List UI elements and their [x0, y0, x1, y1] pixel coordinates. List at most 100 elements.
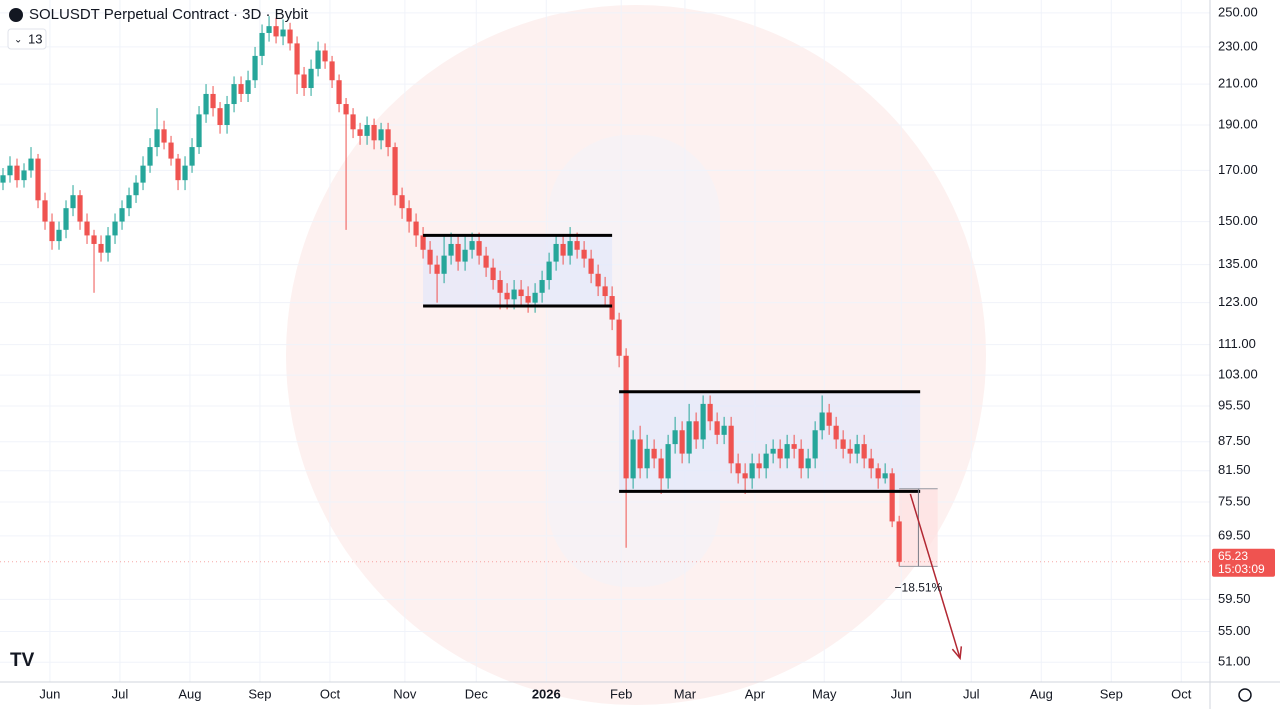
- candle-body: [28, 158, 34, 171]
- candle-body: [308, 68, 314, 89]
- candle-body: [532, 292, 538, 303]
- candle-body: [651, 448, 657, 459]
- y-tick-label: 95.50: [1218, 397, 1251, 412]
- candle-body: [98, 243, 104, 253]
- candle-body: [637, 439, 643, 469]
- candle-body: [882, 473, 888, 479]
- candle-body: [84, 221, 90, 236]
- candle-body: [812, 430, 818, 459]
- candle-body: [833, 425, 839, 440]
- candle-body: [273, 26, 279, 37]
- y-tick-label: 59.50: [1218, 591, 1251, 606]
- x-tick-label: Feb: [610, 686, 632, 701]
- candle-body: [805, 458, 811, 469]
- candle-body: [504, 292, 510, 300]
- candle-body: [896, 521, 902, 562]
- y-tick-label: 55.00: [1218, 623, 1251, 638]
- candle-body: [434, 264, 440, 274]
- range-box: [423, 235, 613, 306]
- candle-body: [693, 421, 699, 440]
- candle-body: [413, 221, 419, 236]
- candle-body: [231, 84, 237, 105]
- x-tick-label: Apr: [745, 686, 766, 701]
- candle-body: [70, 195, 76, 209]
- candle-body: [224, 104, 230, 125]
- candle-body: [385, 129, 391, 148]
- candle-body: [315, 50, 321, 69]
- candle-body: [140, 165, 146, 183]
- candle-body: [259, 32, 265, 56]
- candle-body: [56, 229, 62, 242]
- candle-body: [840, 439, 846, 449]
- chart-title: SOLUSDT Perpetual Contract · 3D · Bybit: [29, 6, 309, 23]
- candle-body: [196, 114, 202, 148]
- candle-body: [525, 296, 531, 303]
- y-tick-label: 230.00: [1218, 38, 1258, 53]
- y-tick-label: 103.00: [1218, 367, 1258, 382]
- candle-body: [644, 448, 650, 469]
- candle-body: [343, 104, 349, 115]
- y-tick-label: 170.00: [1218, 162, 1258, 177]
- candle-body: [770, 448, 776, 454]
- x-tick-label: Dec: [465, 686, 489, 701]
- candle-body: [91, 235, 97, 244]
- candle-body: [238, 84, 244, 94]
- candle-body: [399, 195, 405, 209]
- candle-body: [861, 444, 867, 459]
- tv-logo: TV: [10, 650, 35, 671]
- candle-body: [371, 124, 377, 141]
- countdown: 15:03:09: [1218, 562, 1265, 576]
- y-tick-label: 123.00: [1218, 294, 1258, 309]
- candle-body: [77, 195, 83, 222]
- candle-body: [630, 439, 636, 479]
- candle-body: [161, 129, 167, 143]
- candle-body: [728, 425, 734, 464]
- y-tick-label: 87.50: [1218, 433, 1251, 448]
- candle-body: [119, 208, 125, 222]
- y-tick-label: 135.00: [1218, 256, 1258, 271]
- settings-icon[interactable]: [1238, 688, 1252, 702]
- x-tick-label: Oct: [320, 686, 341, 701]
- x-tick-label: Aug: [1030, 686, 1053, 701]
- y-tick-label: 150.00: [1218, 213, 1258, 228]
- candle-body: [462, 249, 468, 262]
- candle-body: [623, 355, 629, 479]
- candle-body: [518, 289, 524, 297]
- candle-body: [539, 280, 545, 293]
- candle-body: [847, 448, 853, 454]
- x-tick-label: Oct: [1171, 686, 1192, 701]
- last-price-tag: [1212, 548, 1275, 577]
- candle-body: [147, 147, 153, 166]
- candle-body: [497, 280, 503, 293]
- candle-body: [357, 129, 363, 136]
- candle-body: [406, 208, 412, 222]
- candle-body: [756, 463, 762, 469]
- candle-body: [819, 412, 825, 431]
- projection-arrow: [909, 493, 961, 659]
- candle-body: [301, 74, 307, 89]
- indicator-count: 13: [28, 31, 42, 46]
- candle-body: [287, 29, 293, 44]
- candle-body: [35, 158, 41, 201]
- candle-body: [784, 444, 790, 459]
- candle-body: [203, 93, 209, 115]
- candle-body: [168, 142, 174, 159]
- candle-body: [574, 241, 580, 250]
- candle-body: [210, 93, 216, 109]
- candle-body: [875, 468, 881, 479]
- candle-body: [294, 43, 300, 75]
- indicator-toggle[interactable]: [7, 28, 47, 50]
- candle-body: [777, 448, 783, 459]
- x-tick-label: Mar: [674, 686, 697, 701]
- y-tick-label: 250.00: [1218, 4, 1258, 19]
- candle-body: [112, 221, 118, 236]
- candle-body: [154, 129, 160, 148]
- candle-body: [686, 421, 692, 454]
- candle-body: [7, 165, 13, 176]
- candle-body: [658, 458, 664, 479]
- candle-body: [490, 267, 496, 281]
- x-tick-label: Jun: [39, 686, 60, 701]
- candle-body: [0, 175, 6, 183]
- candle-body: [266, 26, 272, 33]
- candle-body: [21, 170, 27, 181]
